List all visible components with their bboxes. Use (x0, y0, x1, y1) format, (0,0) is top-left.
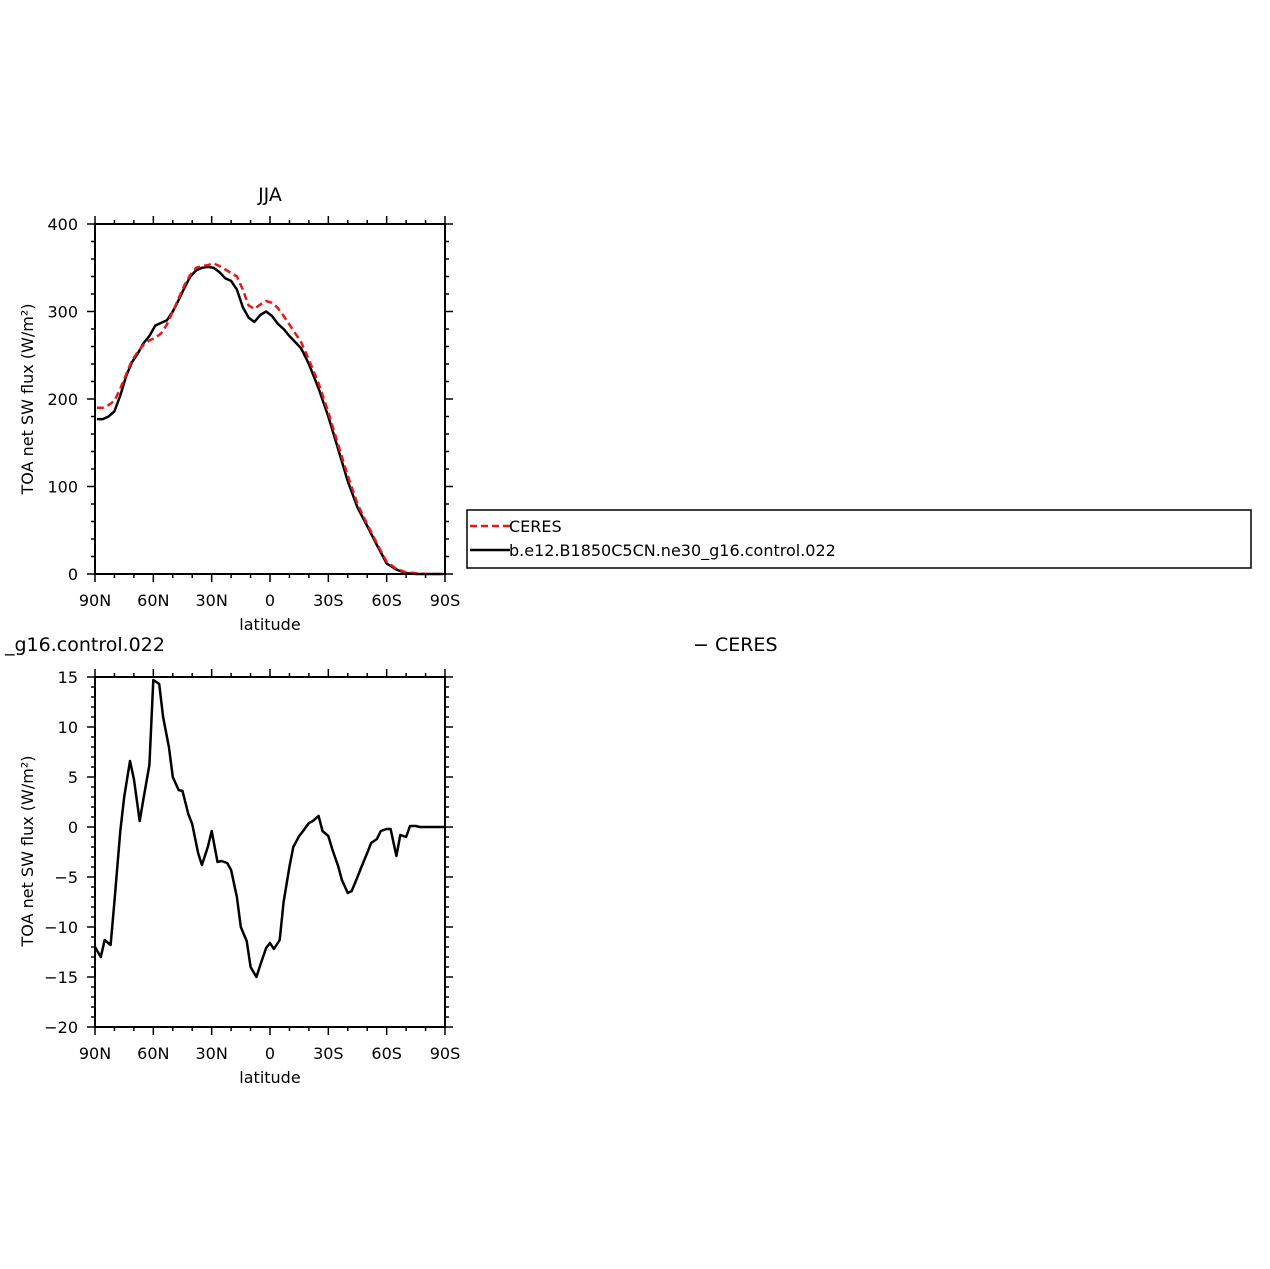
bottom-y-axis-label: TOA net SW flux (W/m²) (18, 756, 37, 948)
top-x-tick-label: 60S (371, 591, 402, 610)
bottom-x-tick-label: 0 (265, 1044, 275, 1063)
bottom-series-lines (93, 678, 445, 979)
bottom-y-tick-label: 0 (68, 818, 78, 837)
top-y-tick-label: 400 (47, 215, 78, 234)
bottom-y-tick-label: −10 (44, 918, 78, 937)
top-chart-title: JJA (257, 184, 282, 206)
top-x-tick-label: 90S (430, 591, 461, 610)
top-y-tick-label: 100 (47, 478, 78, 497)
bottom-x-tick-label: 60N (137, 1044, 169, 1063)
bottom-y-tick-label: 15 (58, 668, 78, 687)
bottom-x-tick-label: 60S (371, 1044, 402, 1063)
legend-box (466, 509, 1252, 569)
bottom-x-tick-label: 90S (430, 1044, 461, 1063)
top-y-tick-label: 200 (47, 390, 78, 409)
top-x-tick-label: 90N (79, 591, 111, 610)
bottom-x-axis-label: latitude (239, 1068, 300, 1087)
bottom-panel: _g16.control.022 − CERES TOA net SW flux… (4, 634, 778, 1087)
legend-label-ceres: CERES (509, 517, 562, 536)
top-panel: JJA TOA net SW flux (W/m²) latitude 90N 6… (18, 184, 460, 634)
bottom-chart-title-right: − CERES (693, 634, 778, 656)
top-series-lines (96, 262, 444, 576)
top-x-tick-label: 0 (265, 591, 275, 610)
bottom-plot-frame (94, 676, 446, 1028)
bottom-y-tick-label: 5 (68, 768, 78, 787)
bottom-axis-ticks: 90N 60N 30N 0 30S 60S 90S −20 −15 −10 −5 0 5 10 15 (44, 668, 460, 1063)
bottom-y-tick-label: −15 (44, 968, 78, 987)
top-x-tick-label: 30N (196, 591, 228, 610)
legend: CERES b.e12.B1850C5CN.ne30_g16.control.0… (466, 509, 1252, 569)
top-x-tick-label: 60N (137, 591, 169, 610)
top-plot-frame (94, 223, 446, 575)
bottom-y-tick-label: −5 (54, 868, 78, 887)
bottom-y-tick-label: −20 (44, 1018, 78, 1037)
bottom-x-tick-label: 30N (196, 1044, 228, 1063)
bottom-chart-title: _g16.control.022 (4, 634, 165, 656)
top-y-tick-label: 300 (47, 303, 78, 322)
bottom-x-tick-label: 30S (313, 1044, 344, 1063)
legend-label-model: b.e12.B1850C5CN.ne30_g16.control.022 (509, 541, 836, 561)
bottom-series-line-0 (93, 678, 445, 979)
top-y-tick-label: 0 (68, 565, 78, 584)
top-x-axis-label: latitude (239, 615, 300, 634)
top-x-tick-label: 30S (313, 591, 344, 610)
top-y-axis-label: TOA net SW flux (W/m²) (18, 304, 37, 496)
top-series-line-0 (96, 262, 444, 576)
bottom-x-tick-label: 90N (79, 1044, 111, 1063)
bottom-y-tick-label: 10 (58, 718, 78, 737)
top-axis-ticks: 90N 60N 30N 0 30S 60S 90S 0 100 200 300 400 (47, 215, 460, 610)
top-series-line-1 (96, 265, 444, 576)
